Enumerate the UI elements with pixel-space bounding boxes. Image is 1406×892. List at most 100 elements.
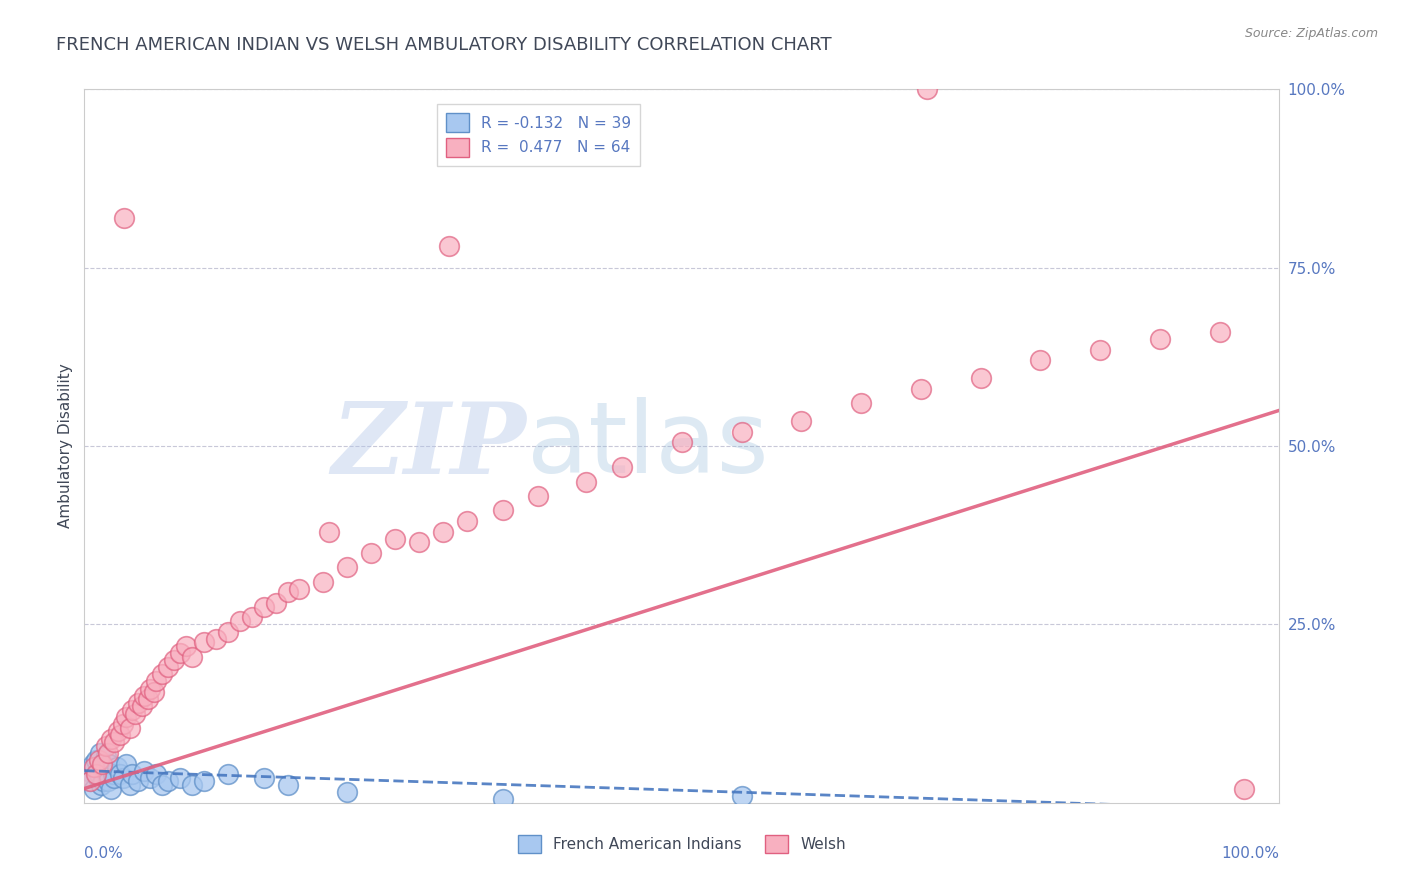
Point — [93, 774, 115, 789]
Point — [360, 546, 382, 560]
Point — [115, 756, 138, 771]
Legend: French American Indians, Welsh: French American Indians, Welsh — [512, 829, 852, 859]
Point — [264, 596, 287, 610]
Point — [336, 785, 359, 799]
Point — [229, 614, 252, 628]
Point — [731, 789, 754, 803]
Point — [118, 721, 141, 735]
Point — [145, 767, 167, 781]
Point — [121, 767, 143, 781]
Point — [79, 774, 101, 789]
Point — [671, 435, 693, 450]
Point — [124, 706, 146, 721]
Point — [1029, 353, 1052, 368]
Point — [150, 667, 173, 681]
Point — [492, 792, 515, 806]
Point — [181, 649, 204, 664]
Point — [150, 778, 173, 792]
Point — [136, 692, 159, 706]
Point — [205, 632, 228, 646]
Point — [612, 460, 634, 475]
Point — [851, 396, 873, 410]
Point — [86, 753, 108, 767]
Point — [253, 771, 276, 785]
Point — [83, 781, 105, 796]
Point — [91, 756, 114, 771]
Point — [1233, 781, 1256, 796]
Point — [87, 753, 110, 767]
Point — [83, 760, 105, 774]
Point — [915, 82, 938, 96]
Point — [112, 211, 135, 225]
Point — [217, 767, 239, 781]
Point — [253, 599, 276, 614]
Text: ZIP: ZIP — [332, 398, 527, 494]
Point — [91, 760, 114, 774]
Point — [731, 425, 754, 439]
Point — [127, 774, 149, 789]
Point — [277, 585, 299, 599]
Point — [87, 767, 110, 781]
Point — [131, 699, 153, 714]
Point — [277, 778, 299, 792]
Point — [163, 653, 186, 667]
Point — [110, 767, 132, 781]
Point — [790, 414, 813, 428]
Point — [169, 646, 191, 660]
Point — [103, 771, 125, 785]
Point — [103, 735, 125, 749]
Point — [86, 767, 108, 781]
Point — [318, 524, 340, 539]
Point — [132, 689, 156, 703]
Point — [79, 774, 101, 789]
Point — [217, 624, 239, 639]
Point — [575, 475, 598, 489]
Point — [384, 532, 406, 546]
Point — [118, 778, 141, 792]
Point — [456, 514, 478, 528]
Point — [110, 728, 132, 742]
Point — [157, 660, 180, 674]
Point — [93, 764, 115, 778]
Point — [89, 746, 111, 760]
Point — [240, 610, 263, 624]
Point — [111, 717, 134, 731]
Point — [1090, 343, 1112, 357]
Point — [193, 635, 215, 649]
Point — [910, 382, 932, 396]
Text: FRENCH AMERICAN INDIAN VS WELSH AMBULATORY DISABILITY CORRELATION CHART: FRENCH AMERICAN INDIAN VS WELSH AMBULATO… — [56, 36, 832, 54]
Point — [408, 535, 430, 549]
Point — [174, 639, 197, 653]
Point — [527, 489, 550, 503]
Point — [82, 756, 104, 771]
Text: 100.0%: 100.0% — [1222, 846, 1279, 861]
Point — [193, 774, 215, 789]
Point — [97, 774, 120, 789]
Point — [132, 764, 156, 778]
Point — [432, 524, 454, 539]
Point — [121, 703, 143, 717]
Point — [492, 503, 515, 517]
Point — [90, 778, 112, 792]
Point — [157, 774, 180, 789]
Point — [312, 574, 335, 589]
Text: Source: ZipAtlas.com: Source: ZipAtlas.com — [1244, 27, 1378, 40]
Point — [288, 582, 311, 596]
Point — [437, 239, 460, 253]
Point — [336, 560, 359, 574]
Point — [105, 760, 128, 774]
Point — [77, 764, 100, 778]
Point — [1149, 332, 1171, 346]
Point — [101, 767, 124, 781]
Point — [139, 771, 162, 785]
Point — [94, 749, 117, 764]
Point — [127, 696, 149, 710]
Point — [145, 674, 167, 689]
Point — [100, 731, 122, 746]
Point — [1209, 325, 1232, 339]
Point — [97, 746, 120, 760]
Point — [142, 685, 165, 699]
Point — [115, 710, 138, 724]
Text: 0.0%: 0.0% — [84, 846, 124, 861]
Point — [98, 756, 121, 771]
